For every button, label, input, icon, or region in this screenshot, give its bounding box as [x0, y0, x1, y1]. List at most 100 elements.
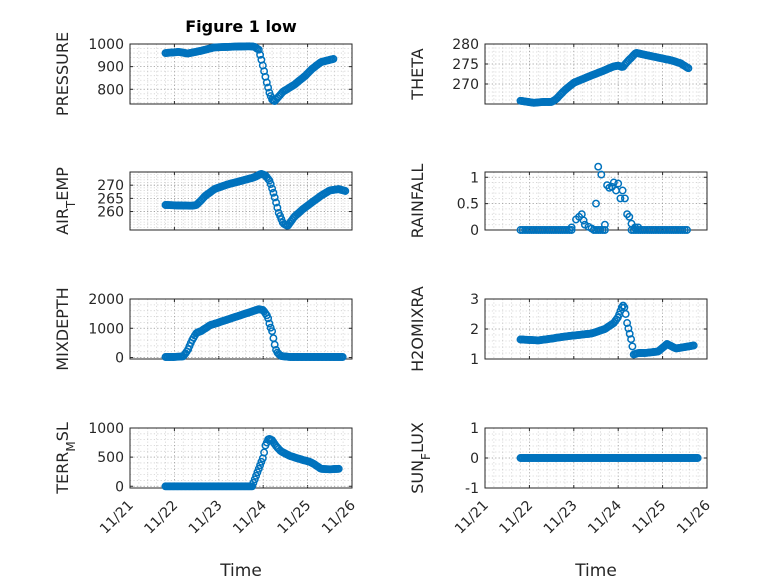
subplot-4: 0 0.5 1 RAINFALL [408, 162, 708, 239]
data-point [268, 327, 277, 336]
data-point [334, 464, 343, 473]
data-point [260, 448, 269, 457]
y-tick-label: 500 [97, 450, 124, 466]
x-tick-label: 11/24 [230, 497, 270, 537]
subplot-1: 800 900 1000 PRESSURE Figure 1 low [53, 17, 353, 116]
y-tick-label: 1 [470, 352, 479, 368]
data-point [631, 223, 640, 232]
y-tick-label: 270 [452, 77, 479, 93]
data-point [634, 223, 643, 232]
x-tick-label: 11/25 [630, 498, 670, 538]
data-point [628, 342, 637, 351]
y-tick-label: 280 [452, 37, 479, 53]
y-axis-label: TERRMSL [53, 422, 78, 495]
y-tick-label: 270 [97, 178, 124, 194]
x-tick-label: 11/21 [97, 498, 137, 538]
data-point [609, 178, 618, 187]
data-point [567, 223, 576, 232]
y-tick-label: 0.5 [457, 197, 479, 213]
data-point [273, 203, 282, 212]
x-tick-label: 11/22 [141, 498, 181, 538]
data-point [338, 353, 347, 361]
subplot-6: 1 2 3 H2OMIXRA [408, 286, 708, 372]
data-point [693, 454, 702, 462]
y-axis-label: PRESSURE [53, 32, 72, 116]
y-tick-label: 900 [97, 60, 124, 76]
y-axis-label: AIRTEMP [53, 167, 78, 235]
data-point [341, 187, 350, 195]
y-tick-label: 800 [97, 82, 124, 98]
data-point [272, 198, 281, 207]
data-point [567, 226, 576, 234]
data-point [621, 310, 630, 318]
data-point [594, 162, 603, 171]
x-axis-label: Time [574, 561, 617, 581]
subplot-2: 270 275 280 THETA [408, 37, 708, 107]
y-axis-label: SUNFLUX [408, 422, 433, 494]
x-axis-label: Time [219, 561, 262, 581]
axes-frame [484, 427, 708, 489]
y-tick-label: -1 [465, 481, 479, 497]
data-point [624, 324, 633, 333]
data-point [252, 471, 261, 480]
y-tick-label: 265 [97, 191, 124, 207]
subplot-7: 0 500 1000 TERRMSL 11/21 11/22 11/23 11/24 11/25… [53, 421, 359, 581]
data-point [684, 64, 693, 73]
data-point [265, 319, 274, 328]
y-axis-label: MIXDEPTH [53, 287, 72, 370]
data-point [265, 176, 274, 185]
x-tick-label: 11/22 [496, 498, 536, 538]
data-point [250, 475, 259, 484]
y-tick-label: 2 [470, 322, 479, 338]
axes-frame [484, 298, 708, 360]
axes-frame [484, 43, 708, 105]
y-tick-label: 260 [97, 205, 124, 221]
data-point [689, 341, 698, 350]
x-tick-label: 11/21 [452, 498, 492, 538]
y-tick-label: 3 [470, 292, 479, 308]
data-point [683, 226, 691, 234]
data-point [270, 340, 279, 349]
data-point [329, 54, 338, 63]
data-point [248, 482, 257, 491]
x-tick-label: 11/24 [585, 497, 625, 537]
data-point [254, 45, 263, 54]
y-tick-label: 1 [470, 421, 479, 437]
data-point [264, 314, 273, 323]
y-tick-label: 1 [470, 170, 479, 186]
subplot-8: -1 0 1 SUNFLUX 11/21 11/22 11/23 11/24 11/25 11/2… [408, 421, 714, 581]
data-point [597, 170, 606, 179]
x-tick-label: 11/23 [186, 498, 226, 538]
y-tick-label: 0 [115, 479, 124, 495]
y-axis-label: RAINFALL [408, 164, 427, 239]
data-point [256, 50, 265, 59]
data-point [618, 186, 627, 195]
data-point [627, 335, 636, 344]
subplot-5: 0 1000 2000 MIXDEPTH [53, 287, 353, 371]
data-point [262, 78, 271, 87]
data-point [625, 212, 634, 221]
y-axis-label: THETA [408, 48, 427, 100]
axes-frame [129, 171, 353, 231]
y-tick-label: 0 [115, 351, 124, 367]
data-point [269, 188, 278, 197]
data-point [600, 226, 609, 234]
x-tick-label: 11/26 [319, 497, 359, 537]
chart-title: Figure 1 low [185, 17, 297, 36]
y-tick-label: 0 [470, 223, 479, 239]
plot-area [130, 428, 352, 488]
x-tick-label: 11/25 [275, 498, 315, 538]
y-tick-label: 275 [452, 57, 479, 73]
y-tick-label: 1000 [88, 421, 124, 437]
y-tick-label: 1000 [88, 37, 124, 53]
data-point [600, 220, 609, 229]
data-point [270, 193, 279, 202]
data-point [579, 216, 588, 225]
data-point [623, 319, 632, 327]
data-point [254, 464, 263, 473]
data-point [587, 224, 596, 233]
axes-frame [484, 171, 708, 231]
x-tick-label: 11/26 [674, 497, 714, 537]
y-tick-label: 1000 [88, 321, 124, 337]
